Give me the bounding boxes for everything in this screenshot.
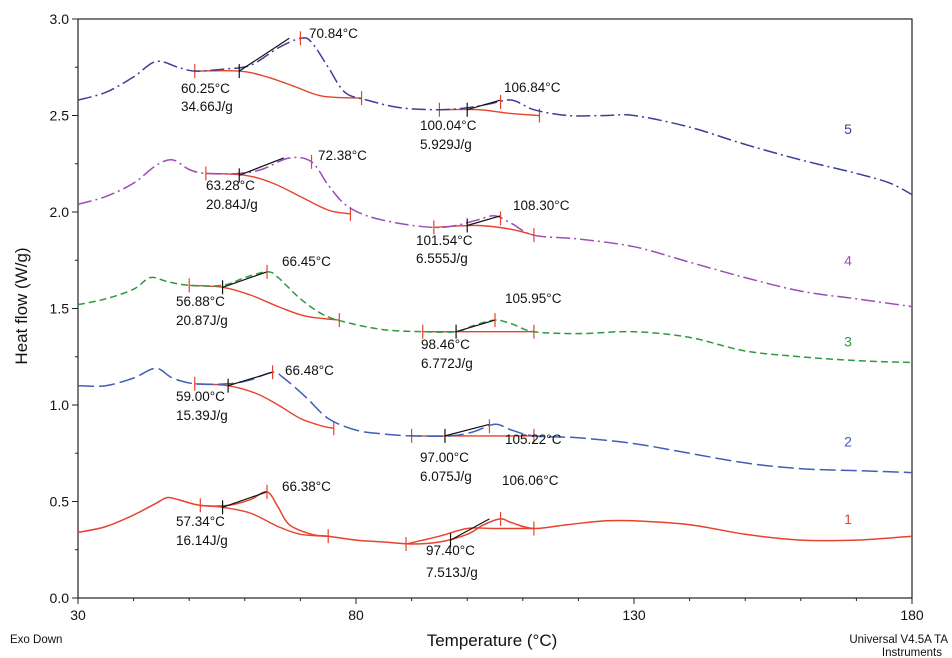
onset-tangent-5 <box>467 99 501 111</box>
series-line-5 <box>77 37 913 196</box>
peak-temp-label: 108.30°C <box>513 198 570 213</box>
onset-tangent-4 <box>239 157 284 176</box>
onset-temp-label: 56.88°C <box>176 294 225 309</box>
integration-baseline-3 <box>189 284 340 321</box>
integration-baseline-5 <box>439 108 540 117</box>
onset-temp-label: 60.25°C <box>181 81 230 96</box>
enthalpy-label: 5.929J/g <box>420 137 472 152</box>
series-label-5: 5 <box>844 121 852 137</box>
onset-temp-label: 100.04°C <box>420 118 477 133</box>
enthalpy-label: 20.87J/g <box>176 313 228 328</box>
tangent-lines <box>221 31 502 548</box>
x-axis-title: Temperature (°C) <box>427 631 558 650</box>
x-tick-label: 30 <box>70 607 86 623</box>
onset-temp-label: 101.54°C <box>416 233 473 248</box>
onset-temp-label: 97.00°C <box>420 450 469 465</box>
onset-tangent-3 <box>455 319 496 333</box>
integration-baseline-1 <box>405 527 534 545</box>
peak-temp-label: 66.48°C <box>285 363 334 378</box>
onset-tangent-3 <box>222 271 268 288</box>
integration-baseline-1 <box>200 504 329 537</box>
series-label-4: 4 <box>844 252 852 268</box>
x-tick-label: 80 <box>348 607 364 623</box>
enthalpy-label: 34.66J/g <box>181 99 233 114</box>
enthalpy-label: 6.555J/g <box>416 251 468 266</box>
enthalpy-label: 20.84J/g <box>206 197 258 212</box>
y-tick-label: 1.5 <box>50 301 70 317</box>
onset-temp-label: 57.34°C <box>176 514 225 529</box>
onset-temp-label: 63.28°C <box>206 178 255 193</box>
enthalpy-label: 16.14J/g <box>176 533 228 548</box>
peak-temp-label: 72.38°C <box>318 148 367 163</box>
annotations: 66.38°C 57.34°C 16.14J/g 106.06°C 97.40°C 7.5… <box>176 26 570 580</box>
x-tick-label: 130 <box>622 607 646 623</box>
onset-tangent-4 <box>467 215 501 227</box>
enthalpy-label: 6.075J/g <box>420 469 472 484</box>
series-line-2 <box>77 367 913 474</box>
axes: 0.0 0.5 1.0 1.5 2.0 2.5 3.0 30 80 130 180 <box>50 11 924 623</box>
onset-temp-label: 98.46°C <box>421 337 470 352</box>
peak-temp-label: 70.84°C <box>309 26 358 41</box>
onset-temp-label: 97.40°C <box>426 543 475 558</box>
y-tick-label: 0.0 <box>50 590 70 606</box>
onset-tangent-2 <box>227 371 273 387</box>
y-tick-label: 0.5 <box>50 494 70 510</box>
footer-right-line-2: Instruments <box>882 647 942 658</box>
series-label-1: 1 <box>844 511 852 527</box>
x-tick-label: 180 <box>900 607 924 623</box>
onset-tangent-1 <box>222 491 268 508</box>
series-label-3: 3 <box>844 333 852 349</box>
peak-temp-label: 105.95°C <box>505 291 562 306</box>
onset-tangent-1 <box>450 518 490 541</box>
footer-right-line-1: Universal V4.5A TA <box>849 634 948 646</box>
series-lines: 1 2 3 4 5 <box>77 37 913 545</box>
y-tick-label: 2.0 <box>50 204 70 220</box>
series-line-3 <box>77 271 913 364</box>
y-tick-label: 2.5 <box>50 108 70 124</box>
integration-baseline-5 <box>194 69 362 99</box>
enthalpy-label: 15.39J/g <box>176 408 228 423</box>
series-line-1 <box>77 491 913 545</box>
y-tick-label: 1.0 <box>50 397 70 413</box>
baselines <box>188 64 541 551</box>
peak-temp-label: 105.22°C <box>505 432 562 447</box>
peak-temp-label: 106.84°C <box>504 80 561 95</box>
onset-tangent-5 <box>238 37 290 72</box>
onset-tangent-2 <box>444 423 490 437</box>
enthalpy-label: 6.772J/g <box>421 356 473 371</box>
peak-temp-label: 66.45°C <box>282 254 331 269</box>
enthalpy-label: 7.513J/g <box>426 565 478 580</box>
series-label-2: 2 <box>844 434 852 450</box>
y-tick-label: 3.0 <box>50 11 70 27</box>
y-axis-title: Heat flow (W/g) <box>12 247 31 364</box>
peak-temp-label: 106.06°C <box>502 473 559 488</box>
onset-temp-label: 59.00°C <box>176 389 225 404</box>
exo-down-label: Exo Down <box>10 634 62 646</box>
peak-temp-label: 66.38°C <box>282 479 331 494</box>
series-line-4 <box>77 156 913 308</box>
